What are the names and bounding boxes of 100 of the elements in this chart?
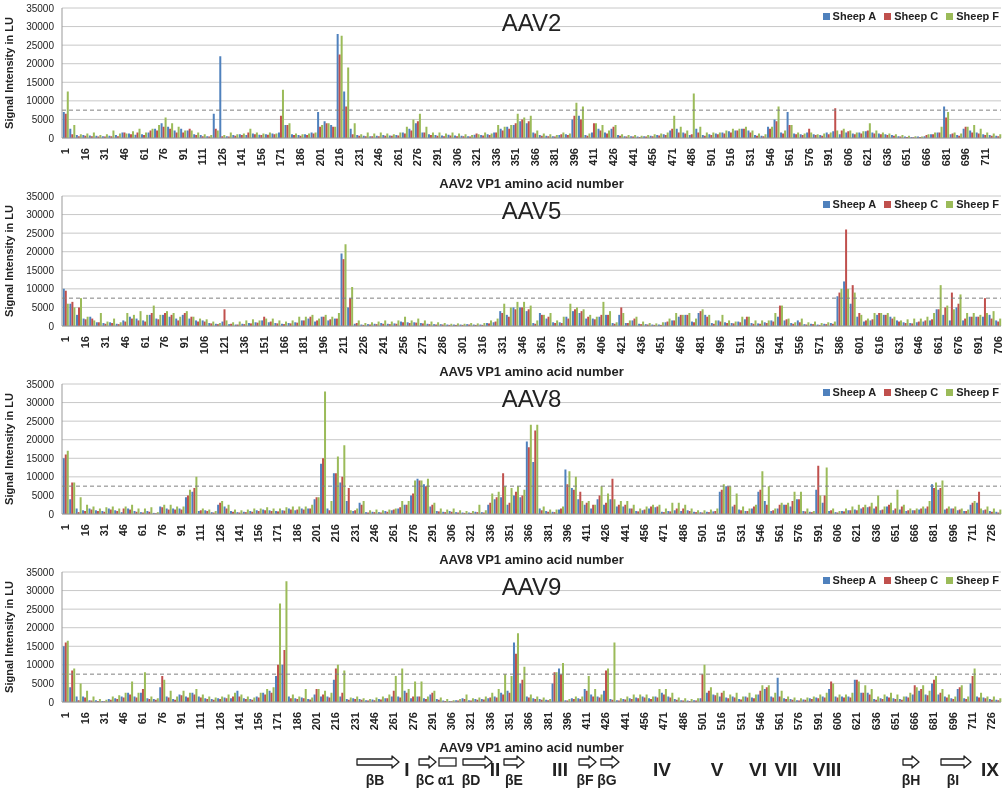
x-tick-label: 171 [274, 148, 287, 167]
x-tick-label: 306 [450, 148, 463, 167]
x-tick-label: 471 [657, 524, 670, 543]
y-tick-label: 0 [48, 508, 55, 520]
x-tick-label: 481 [694, 336, 707, 355]
x-tick-label: 426 [599, 712, 612, 731]
chart-title: AAV5 [501, 197, 562, 224]
x-tick-label: 91 [176, 148, 189, 161]
x-tick-label: 426 [607, 148, 620, 167]
x-tick-label: 726 [985, 712, 998, 731]
x-tick-label: 156 [252, 712, 265, 731]
y-tick-label: 20000 [26, 246, 55, 258]
y-tick-label: 5000 [31, 677, 55, 689]
x-tick-label: 501 [695, 712, 708, 731]
x-tick-label: 126 [215, 148, 228, 167]
x-tick-label: 226 [356, 336, 369, 355]
legend-label: Sheep A [832, 10, 877, 22]
x-tick-label: 576 [802, 148, 815, 167]
x-tick-label: 511 [733, 336, 746, 354]
legend-label: Sheep A [832, 386, 877, 398]
x-tick-label: 61 [138, 336, 151, 349]
text: VIII [811, 759, 843, 780]
x-tick-label: 46 [117, 148, 130, 161]
x-tick-label: 186 [294, 148, 307, 167]
text: VI [749, 759, 767, 780]
x-tick-label: 691 [971, 336, 984, 355]
x-tick-label: 636 [869, 712, 882, 731]
y-tick-label: 30000 [26, 21, 55, 33]
y-tick-label: 10000 [26, 659, 55, 671]
x-tick-label: 501 [704, 148, 717, 167]
x-tick-label: 546 [753, 712, 766, 731]
x-axis-title: AAV8 VP1 amino acid number [439, 552, 624, 567]
x-tick-label: 516 [715, 712, 728, 731]
x-tick-label: 726 [985, 524, 998, 543]
x-tick-label: 406 [594, 336, 607, 355]
x-tick-label: 306 [445, 524, 458, 543]
legend-label: Sheep C [894, 198, 939, 210]
x-tick-label: 261 [387, 524, 400, 543]
x-tick-label: 466 [674, 336, 687, 355]
text: α1 [437, 772, 455, 788]
x-tick-label: 651 [900, 148, 913, 167]
x-tick-label: 276 [406, 712, 419, 731]
x-axis-title: AAV9 VP1 amino acid number [439, 740, 624, 755]
x-tick-label: 156 [252, 524, 265, 543]
y-tick-label: 30000 [26, 585, 55, 597]
x-tick-label: 546 [763, 148, 776, 167]
x-tick-label: 616 [872, 336, 885, 355]
x-tick-label: 486 [676, 712, 689, 731]
text: βC [415, 772, 435, 788]
x-tick-label: 256 [396, 336, 409, 355]
x-tick-label: 261 [387, 712, 400, 731]
x-tick-label: 541 [773, 336, 786, 355]
x-tick-label: 631 [892, 336, 905, 355]
x-tick-label: 321 [464, 524, 477, 543]
x-tick-label: 681 [927, 712, 940, 731]
x-tick-label: 441 [618, 524, 631, 543]
x-tick-label: 651 [888, 712, 901, 731]
x-tick-label: 1 [59, 336, 72, 343]
y-tick-label: 15000 [26, 264, 55, 276]
y-tick-label: 0 [48, 132, 55, 144]
legend-label: Sheep A [832, 574, 877, 586]
x-tick-label: 46 [117, 524, 130, 537]
x-axis-title: AAV2 VP1 amino acid number [439, 176, 624, 191]
x-tick-label: 316 [475, 336, 488, 355]
x-tick-label: 471 [657, 712, 670, 731]
y-tick-label: 15000 [26, 640, 55, 652]
y-tick-label: 20000 [26, 622, 55, 634]
x-tick-label: 111 [196, 148, 209, 166]
x-tick-label: 31 [98, 148, 111, 161]
x-tick-label: 646 [912, 336, 925, 355]
x-tick-label: 366 [528, 148, 541, 167]
x-tick-label: 591 [811, 524, 824, 543]
x-tick-label: 126 [213, 524, 226, 543]
legend-label: Sheep F [956, 198, 999, 210]
x-tick-label: 336 [489, 148, 502, 167]
x-tick-label: 76 [157, 148, 170, 161]
x-tick-label: 201 [310, 712, 323, 731]
x-tick-label: 471 [665, 148, 678, 167]
x-tick-label: 201 [313, 148, 326, 167]
y-tick-label: 0 [48, 320, 55, 332]
x-tick-label: 46 [118, 336, 131, 349]
text: βB [364, 771, 386, 790]
y-tick-label: 30000 [26, 397, 55, 409]
text: βG [597, 772, 617, 788]
x-tick-label: 606 [831, 524, 843, 543]
x-tick-label: 76 [158, 336, 171, 349]
x-tick-label: 261 [391, 148, 404, 167]
x-tick-label: 591 [811, 712, 824, 731]
x-tick-label: 621 [861, 148, 874, 167]
x-tick-label: 546 [753, 524, 766, 543]
x-tick-label: 391 [575, 336, 588, 355]
y-tick-label: 0 [48, 696, 55, 708]
x-tick-label: 76 [155, 712, 168, 725]
x-tick-label: 571 [813, 336, 826, 355]
chart-title: AAV8 [501, 385, 562, 412]
x-tick-label: 141 [235, 148, 248, 167]
x-tick-label: 621 [850, 712, 863, 731]
x-tick-label: 396 [560, 712, 573, 731]
x-tick-label: 126 [213, 712, 226, 731]
x-tick-label: 201 [310, 524, 323, 543]
